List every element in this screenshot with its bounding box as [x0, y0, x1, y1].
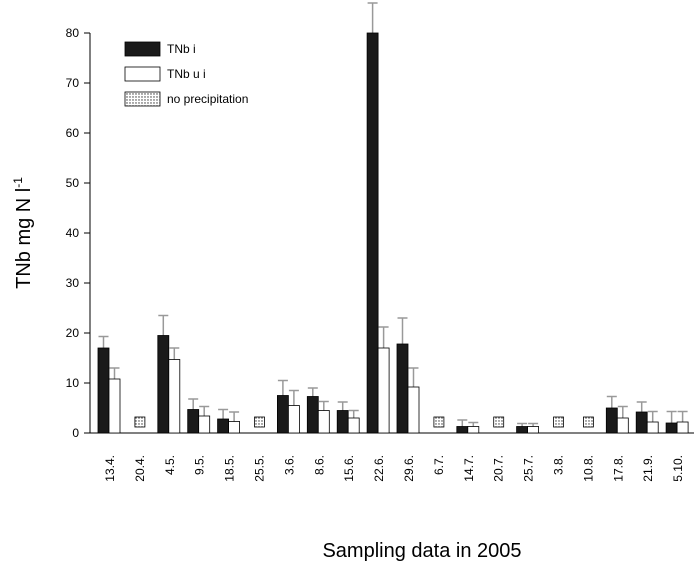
y-tick-label: 20 — [66, 326, 80, 340]
x-tick-label: 29.6. — [402, 455, 416, 482]
bar — [635, 411, 648, 434]
no-precipitation-marker — [493, 416, 505, 428]
y-tick-label: 40 — [66, 226, 80, 240]
y-tick-label: 50 — [66, 176, 80, 190]
x-tick-label: 10.8. — [581, 455, 595, 482]
x-tick-label: 20.7. — [492, 455, 506, 482]
x-tick-label: 25.7. — [522, 455, 536, 482]
x-tick-label: 3.8. — [552, 455, 566, 475]
legend-label: TNb u i — [167, 67, 206, 81]
no-precipitation-marker — [254, 416, 265, 428]
no-precipitation-marker — [553, 416, 564, 428]
bar — [665, 422, 678, 434]
x-axis-label: Sampling data in 2005 — [322, 540, 521, 562]
bar — [97, 347, 110, 434]
bar — [407, 386, 420, 434]
bar — [646, 421, 659, 434]
bar — [377, 347, 390, 434]
x-tick-label: 4.5. — [163, 455, 177, 475]
x-tick-label: 25.5. — [253, 455, 267, 482]
x-tick-label: 22.6. — [372, 455, 386, 482]
bar — [366, 32, 379, 434]
x-tick-label: 5.10. — [671, 455, 685, 482]
bar — [287, 405, 300, 434]
legend-swatch — [124, 91, 161, 107]
bar — [456, 426, 469, 434]
y-tick-label: 0 — [72, 426, 79, 440]
y-tick-label: 10 — [66, 376, 80, 390]
y-axis-label: TNb mg N l-1 — [11, 177, 35, 289]
bar — [217, 418, 230, 434]
x-tick-label: 14.7. — [462, 455, 476, 482]
bar — [527, 426, 539, 434]
x-tick-label: 21.9. — [641, 455, 655, 482]
x-tick-label: 20.4. — [133, 455, 147, 482]
bar — [157, 335, 170, 434]
bar — [198, 415, 211, 434]
bar — [168, 359, 181, 434]
no-precipitation-marker — [433, 416, 445, 428]
bar — [616, 417, 629, 434]
bar — [336, 410, 349, 434]
x-tick-label: 15.6. — [342, 455, 356, 482]
y-tick-label: 70 — [66, 76, 80, 90]
y-axis-label-text: TNb mg N l — [13, 188, 35, 289]
bar — [276, 395, 289, 434]
x-tick-label: 3.6. — [282, 455, 296, 475]
legend-swatch — [124, 41, 161, 57]
no-precipitation-marker — [583, 416, 594, 428]
x-tick-label: 18.5. — [223, 455, 237, 482]
no-precipitation-marker — [134, 416, 146, 428]
x-tick-label: 8.6. — [312, 455, 326, 475]
y-tick-label: 30 — [66, 276, 80, 290]
legend-swatch — [124, 66, 161, 82]
bar — [187, 409, 200, 434]
bar — [306, 396, 319, 434]
x-tick-label: 13.4. — [103, 455, 117, 482]
bar — [317, 410, 330, 434]
y-tick-label: 60 — [66, 126, 80, 140]
bar — [516, 426, 528, 434]
y-axis-label-sup: -1 — [11, 177, 25, 188]
bar — [396, 343, 409, 434]
bar — [676, 421, 689, 434]
legend-label: TNb i — [167, 42, 196, 56]
legend-label: no precipitation — [167, 92, 248, 106]
bar — [228, 421, 241, 434]
bar — [467, 426, 480, 434]
x-tick-label: 9.5. — [193, 455, 207, 475]
x-tick-label: 17.8. — [611, 455, 625, 482]
bar — [605, 407, 618, 434]
x-tick-label: 6.7. — [432, 455, 446, 475]
bar — [347, 417, 360, 434]
y-tick-label: 80 — [66, 26, 80, 40]
bar — [108, 378, 121, 434]
